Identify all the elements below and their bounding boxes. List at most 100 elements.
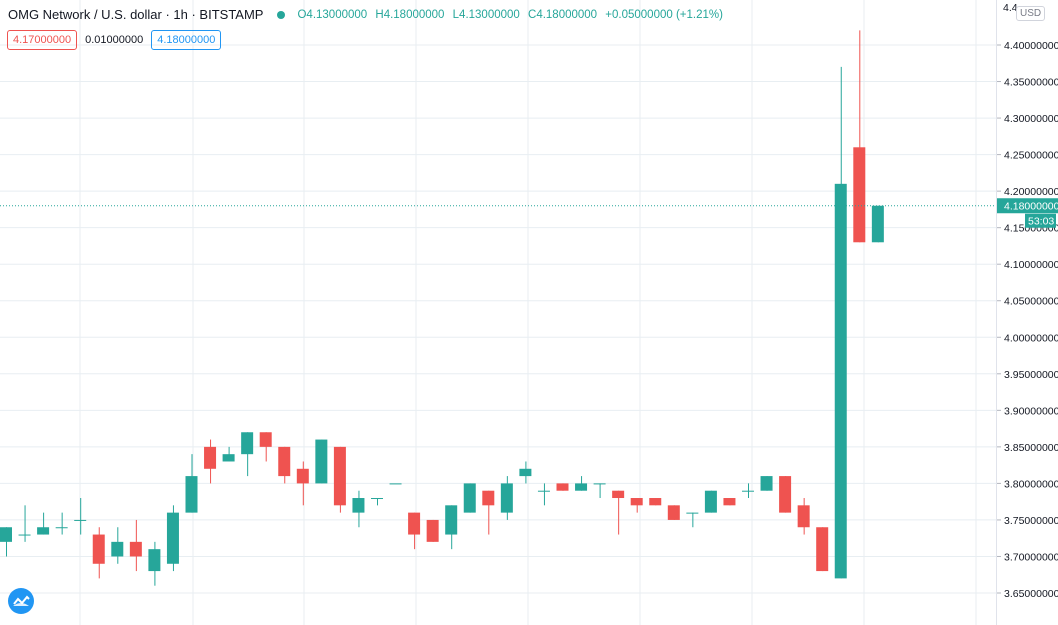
tradingview-logo-icon[interactable]	[8, 588, 34, 614]
candle-body	[816, 527, 829, 572]
candle	[593, 483, 606, 499]
candle-body	[204, 446, 217, 469]
candle-body	[500, 483, 513, 513]
chart-legend-header: OMG Network / U.S. dollar · 1h · BITSTAM…	[8, 7, 728, 22]
candle	[37, 512, 50, 535]
candle-body	[185, 476, 198, 513]
candle	[704, 490, 717, 513]
candle-body	[333, 446, 346, 506]
candle-body	[593, 483, 606, 485]
price-axis[interactable]: 3.65000000 3.70000000 3.75000000 3.80000000…	[997, 40, 1058, 600]
low-value: L4.13000000	[452, 8, 520, 21]
candle-body	[241, 432, 254, 455]
price-tick-label: 3.65000000	[1004, 588, 1058, 600]
candle-body	[55, 527, 68, 529]
candle	[92, 527, 105, 579]
high-value: H4.18000000	[375, 8, 445, 21]
candle-body	[519, 468, 532, 477]
bid-ask-panel: 4.17000000 0.01000000 4.18000000	[7, 30, 222, 50]
candle-body	[389, 483, 402, 485]
bid-button[interactable]: 4.17000000	[7, 30, 78, 50]
candle	[834, 66, 847, 579]
candle	[259, 432, 272, 462]
price-tick-label: 4.05000000	[1004, 296, 1058, 308]
candle-body	[704, 490, 717, 513]
currency-label[interactable]: USD	[1016, 6, 1046, 21]
candle	[315, 439, 328, 484]
svg-text:53:03: 53:03	[1028, 216, 1054, 228]
price-tick-label: 3.90000000	[1004, 405, 1058, 417]
candle	[742, 483, 754, 499]
candle	[241, 432, 254, 477]
price-tick-label: 3.80000000	[1004, 478, 1058, 490]
market-status-dot-icon	[277, 10, 286, 19]
candle-body	[315, 439, 328, 484]
candle	[816, 527, 829, 572]
candle-body	[408, 512, 421, 535]
price-tick-label: 3.75000000	[1004, 515, 1058, 527]
candle-body	[37, 527, 50, 535]
candle-body	[148, 549, 161, 572]
candle	[779, 476, 792, 513]
candle-body	[630, 498, 643, 506]
candle-body	[74, 519, 87, 521]
candle	[853, 30, 866, 243]
candle-body	[371, 498, 383, 500]
candle	[649, 498, 662, 506]
candle	[871, 205, 884, 243]
candle-body	[278, 446, 291, 477]
price-tick-label: 4.20000000	[1004, 186, 1058, 198]
candle	[797, 498, 810, 535]
spread-value: 0.01000000	[85, 34, 144, 46]
candle-body	[686, 512, 699, 514]
candle-body	[575, 483, 588, 491]
candle	[129, 519, 142, 572]
countdown-label: 53:03	[1025, 213, 1056, 228]
candle-body	[18, 534, 31, 536]
candle	[278, 446, 291, 484]
close-value: C4.18000000	[528, 8, 598, 21]
candle-body	[871, 205, 884, 243]
candle-body	[166, 512, 179, 564]
candle-body	[834, 183, 847, 579]
candle-body	[111, 541, 124, 557]
candle	[111, 527, 124, 564]
price-tick-label: 4.25000000	[1004, 150, 1058, 162]
candle	[519, 461, 532, 484]
candle-body	[352, 498, 365, 513]
symbol-title[interactable]: OMG Network / U.S. dollar · 1h · BITSTAM…	[8, 7, 264, 22]
candle	[352, 490, 365, 528]
candle-body	[92, 534, 105, 564]
candle	[612, 490, 625, 535]
candle	[389, 483, 402, 485]
candle	[296, 461, 309, 506]
grid-lines	[0, 0, 996, 625]
svg-text:4.18000000: 4.18000000	[1004, 201, 1058, 213]
candles	[0, 30, 884, 586]
candle-body	[667, 505, 680, 520]
price-tick-label: 4.30000000	[1004, 113, 1058, 125]
candle	[222, 446, 235, 462]
candle	[575, 476, 588, 491]
candle-body	[259, 432, 272, 447]
open-value: O4.13000000	[297, 8, 368, 21]
candle-body	[779, 476, 792, 513]
price-tick-label: 4.10000000	[1004, 259, 1058, 271]
candle-body	[797, 505, 810, 528]
candle	[408, 512, 421, 550]
price-tick-label: 4.40000000	[1004, 40, 1058, 52]
candle	[445, 505, 458, 550]
price-tick-label: 3.85000000	[1004, 442, 1058, 454]
candle	[185, 454, 198, 513]
last-price-label: 4.18000000	[997, 198, 1058, 214]
candle-body	[853, 147, 866, 243]
ohlc-values: O4.13000000 H4.18000000 L4.13000000 C4.1…	[297, 9, 727, 21]
ask-button[interactable]: 4.18000000	[151, 30, 222, 50]
candle-body	[482, 490, 495, 506]
candle	[0, 527, 12, 557]
candle	[426, 519, 439, 542]
candle	[630, 498, 643, 513]
candle-body	[612, 490, 625, 499]
price-tick-label: 3.95000000	[1004, 369, 1058, 381]
